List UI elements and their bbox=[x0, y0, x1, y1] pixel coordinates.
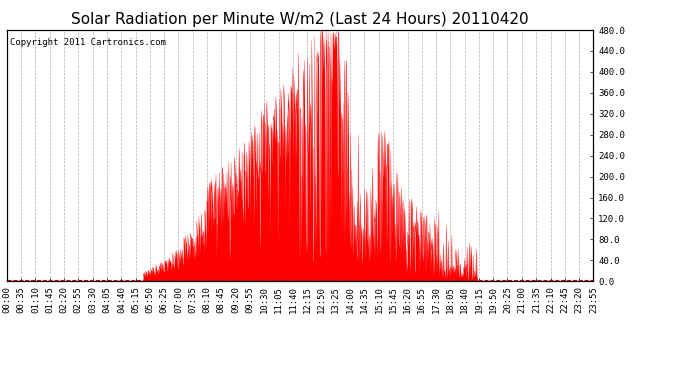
Title: Solar Radiation per Minute W/m2 (Last 24 Hours) 20110420: Solar Radiation per Minute W/m2 (Last 24… bbox=[71, 12, 529, 27]
Text: Copyright 2011 Cartronics.com: Copyright 2011 Cartronics.com bbox=[10, 38, 166, 46]
